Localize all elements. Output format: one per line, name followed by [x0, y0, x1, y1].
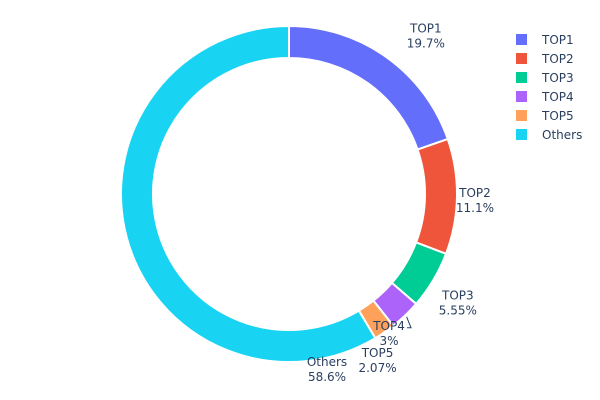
- slices-group: [120, 24, 458, 363]
- legend-label-top1: TOP1: [541, 33, 574, 47]
- legend-label-top4: TOP4: [541, 90, 574, 104]
- legend-swatch-top4: [516, 91, 527, 102]
- legend-item-top2[interactable]: TOP2: [516, 52, 574, 66]
- slice-label-others: Others: [307, 355, 347, 369]
- slice-percent-top1: 19.7%: [407, 37, 445, 51]
- slice-others[interactable]: [120, 24, 377, 363]
- slice-percent-top4: 3%: [380, 334, 399, 348]
- slice-label-top4: TOP4: [372, 319, 405, 333]
- slice-percent-top3: 5.55%: [439, 304, 477, 318]
- slice-label-top1: TOP1: [409, 22, 442, 36]
- slice-percent-others: 58.6%: [308, 370, 346, 384]
- legend-label-top5: TOP5: [541, 109, 574, 123]
- slice-percent-top5: 2.07%: [358, 361, 396, 375]
- legend-item-others[interactable]: Others: [516, 128, 582, 142]
- legend-label-top3: TOP3: [541, 71, 574, 85]
- legend-item-top5[interactable]: TOP5: [516, 109, 574, 123]
- slice-label-top2: TOP2: [458, 186, 491, 200]
- legend-swatch-top1: [516, 34, 527, 45]
- legend-swatch-top3: [516, 72, 527, 83]
- legend[interactable]: TOP1 TOP2 TOP3 TOP4 TOP5 Others: [516, 33, 582, 142]
- leader-line-top4: [406, 316, 412, 329]
- slice-percent-top2: 11.1%: [456, 201, 494, 215]
- legend-item-top1[interactable]: TOP1: [516, 33, 574, 47]
- legend-swatch-top5: [516, 110, 527, 121]
- legend-item-top3[interactable]: TOP3: [516, 71, 574, 85]
- legend-label-others: Others: [542, 128, 582, 142]
- legend-swatch-others: [516, 129, 527, 140]
- legend-swatch-top2: [516, 53, 527, 64]
- legend-item-top4[interactable]: TOP4: [516, 90, 574, 104]
- slice-label-top5: TOP5: [361, 346, 394, 360]
- slice-label-top3: TOP3: [441, 289, 474, 303]
- legend-label-top2: TOP2: [541, 52, 574, 66]
- slice-top2[interactable]: [414, 137, 458, 256]
